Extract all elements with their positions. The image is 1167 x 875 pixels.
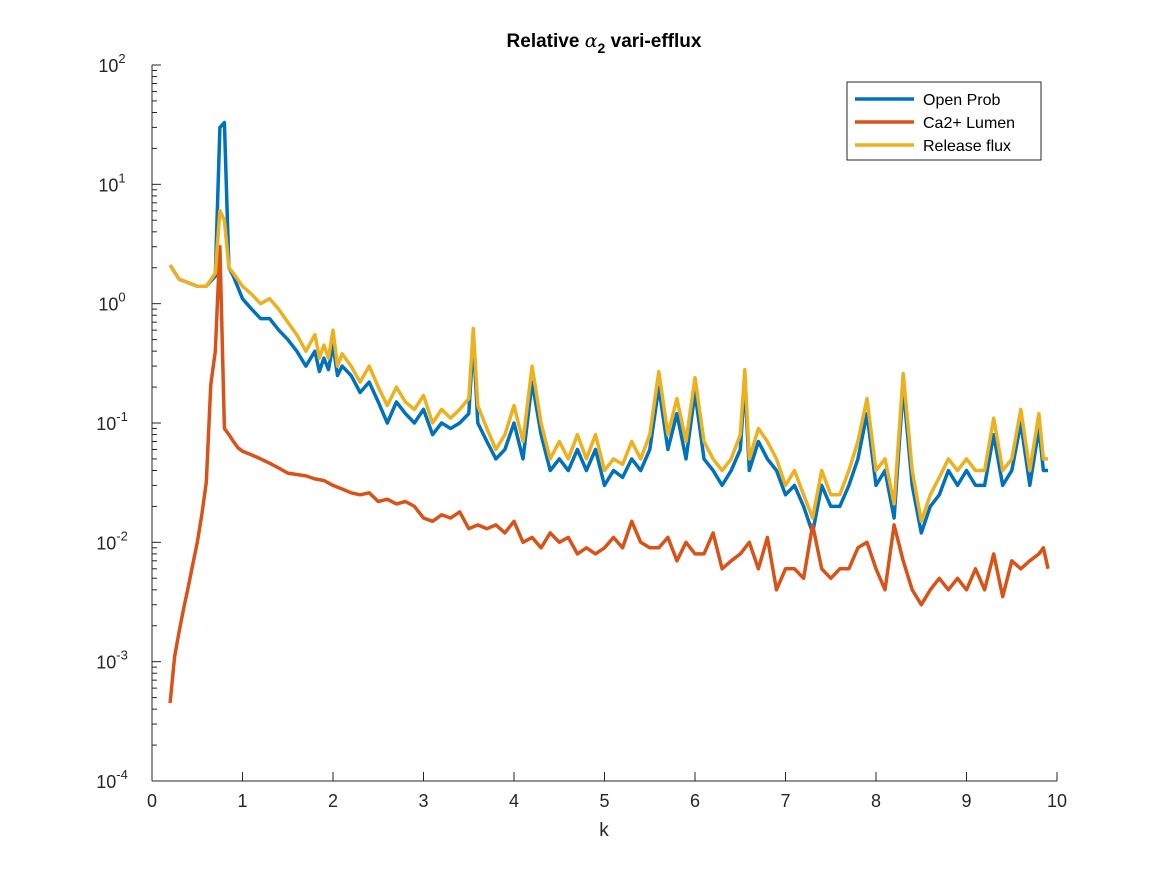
y-tick-label: 102 — [98, 51, 125, 76]
x-tick-label: 3 — [418, 791, 428, 811]
legend-label: Open Prob — [923, 92, 1000, 109]
x-tick-label: 1 — [237, 791, 247, 811]
x-tick-label: 7 — [780, 791, 790, 811]
series-line-release-flux — [168, 209, 1048, 524]
title-prefix: Relative — [507, 31, 585, 52]
x-tick-label: 8 — [871, 791, 881, 811]
series-line-open-prob — [168, 120, 1048, 535]
x-tick-label: 10 — [1047, 791, 1067, 811]
x-tick-label: 5 — [599, 791, 609, 811]
title-subscript: 2 — [598, 40, 606, 56]
title-alpha-symbol: α — [585, 30, 598, 52]
x-tick-label: 0 — [147, 791, 157, 811]
y-tick-label: 10-2 — [96, 528, 128, 553]
y-tick-label: 101 — [98, 170, 125, 195]
x-tick-label: 6 — [690, 791, 700, 811]
y-tick-label: 10-1 — [96, 409, 128, 434]
x-tick-label: 2 — [328, 791, 338, 811]
y-tick-label: 10-4 — [96, 767, 128, 792]
legend: Open Prob Ca2+ Lumen Release flux — [846, 81, 1042, 161]
x-axis-label: k — [599, 820, 609, 841]
legend-label: Ca2+ Lumen — [923, 115, 1015, 132]
x-tick-label: 4 — [509, 791, 519, 811]
legend-label: Release flux — [923, 138, 1011, 155]
y-tick-label: 10-3 — [96, 648, 128, 673]
series-line-ca2-lumen — [168, 244, 1050, 704]
x-tick-label: 9 — [961, 791, 971, 811]
title-suffix: vari-efflux — [605, 31, 702, 52]
y-tick-label: 100 — [98, 290, 125, 315]
chart-title: Relative α2 vari-efflux — [507, 30, 702, 56]
